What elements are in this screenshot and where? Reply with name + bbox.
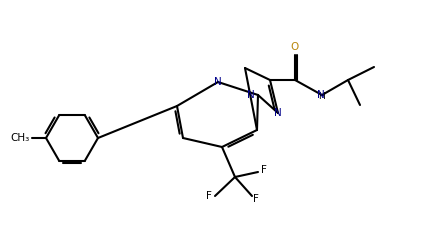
Text: F: F — [206, 191, 212, 201]
Text: N: N — [274, 108, 282, 118]
Text: O: O — [291, 42, 299, 52]
Text: F: F — [253, 194, 259, 204]
Text: H: H — [318, 92, 325, 101]
Text: N: N — [317, 90, 325, 100]
Text: F: F — [261, 165, 267, 175]
Text: CH₃: CH₃ — [11, 133, 30, 143]
Text: N: N — [214, 77, 222, 87]
Text: N: N — [247, 90, 255, 100]
